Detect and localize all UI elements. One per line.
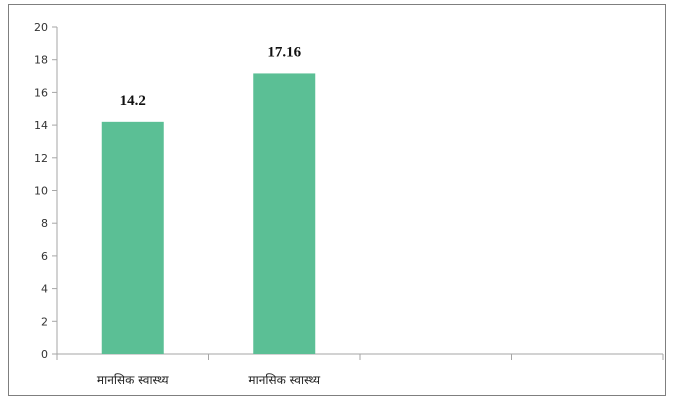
y-tick-label: 6 [41,250,48,263]
y-tick-label: 4 [41,283,48,296]
y-tick-label: 0 [41,348,48,361]
y-tick-label: 10 [34,185,48,198]
y-tick-label: 2 [41,315,48,328]
bar [101,121,164,354]
y-tick-label: 14 [34,119,48,132]
bars [101,73,316,355]
bar [253,73,316,355]
x-category-label: मानसिक स्वास्थ्य [248,373,321,387]
y-tick-label: 18 [34,54,48,67]
y-tick-label: 20 [34,21,48,34]
data-labels: 14.2 17.16 [120,44,302,108]
chart-frame: 0 2 4 6 8 10 12 14 16 18 20 मानसिक स्वास्थ्य मानसिक… [8,4,666,396]
y-axis: 0 2 4 6 8 10 12 14 16 18 20 [34,21,58,361]
x-category-label: मानसिक स्वास्थ्य [97,373,170,387]
bar-data-label: 17.16 [267,44,301,60]
bar-data-label: 14.2 [120,93,146,109]
y-tick-label: 16 [34,86,48,99]
y-tick-label: 8 [41,217,48,230]
x-axis: मानसिक स्वास्थ्य मानसिक स्वास्थ्य [56,353,664,387]
y-tick-label: 12 [34,152,48,165]
